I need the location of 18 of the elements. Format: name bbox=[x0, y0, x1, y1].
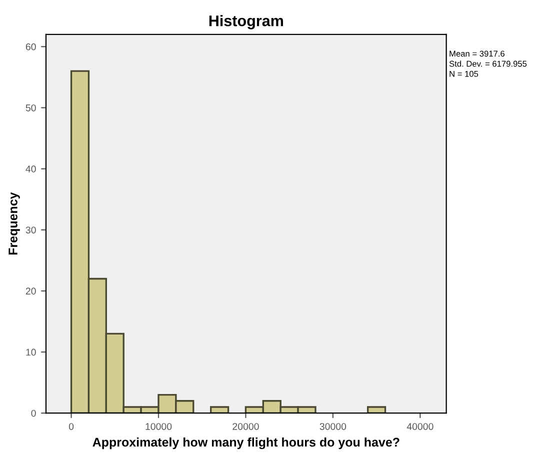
x-tick-label: 30000 bbox=[320, 423, 346, 430]
y-tick-label: 30 bbox=[26, 226, 36, 234]
y-tick-label: 10 bbox=[26, 348, 36, 356]
y-tick-label: 0 bbox=[31, 410, 36, 417]
y-axis-title: Frequency bbox=[8, 192, 20, 255]
text: Mean = 3917.6 bbox=[450, 50, 504, 57]
x-tick-label: 10000 bbox=[146, 423, 172, 430]
x-tick-label: 40000 bbox=[406, 423, 434, 430]
x-axis-title: Approximately how many flight hours do you have? bbox=[92, 437, 400, 450]
y-tick-label: 20 bbox=[26, 288, 36, 295]
y-tick-label: 60 bbox=[26, 43, 36, 50]
text: N = 105 bbox=[450, 70, 478, 77]
chart-title: Histogram bbox=[209, 15, 283, 30]
text: Std. Dev. = 6179.955 bbox=[449, 60, 527, 67]
y-tick-label: 50 bbox=[26, 104, 36, 112]
y-tick-label: 40 bbox=[26, 166, 36, 172]
x-tick-label: 0 bbox=[68, 423, 74, 430]
x-tick-label: 20000 bbox=[232, 423, 259, 430]
